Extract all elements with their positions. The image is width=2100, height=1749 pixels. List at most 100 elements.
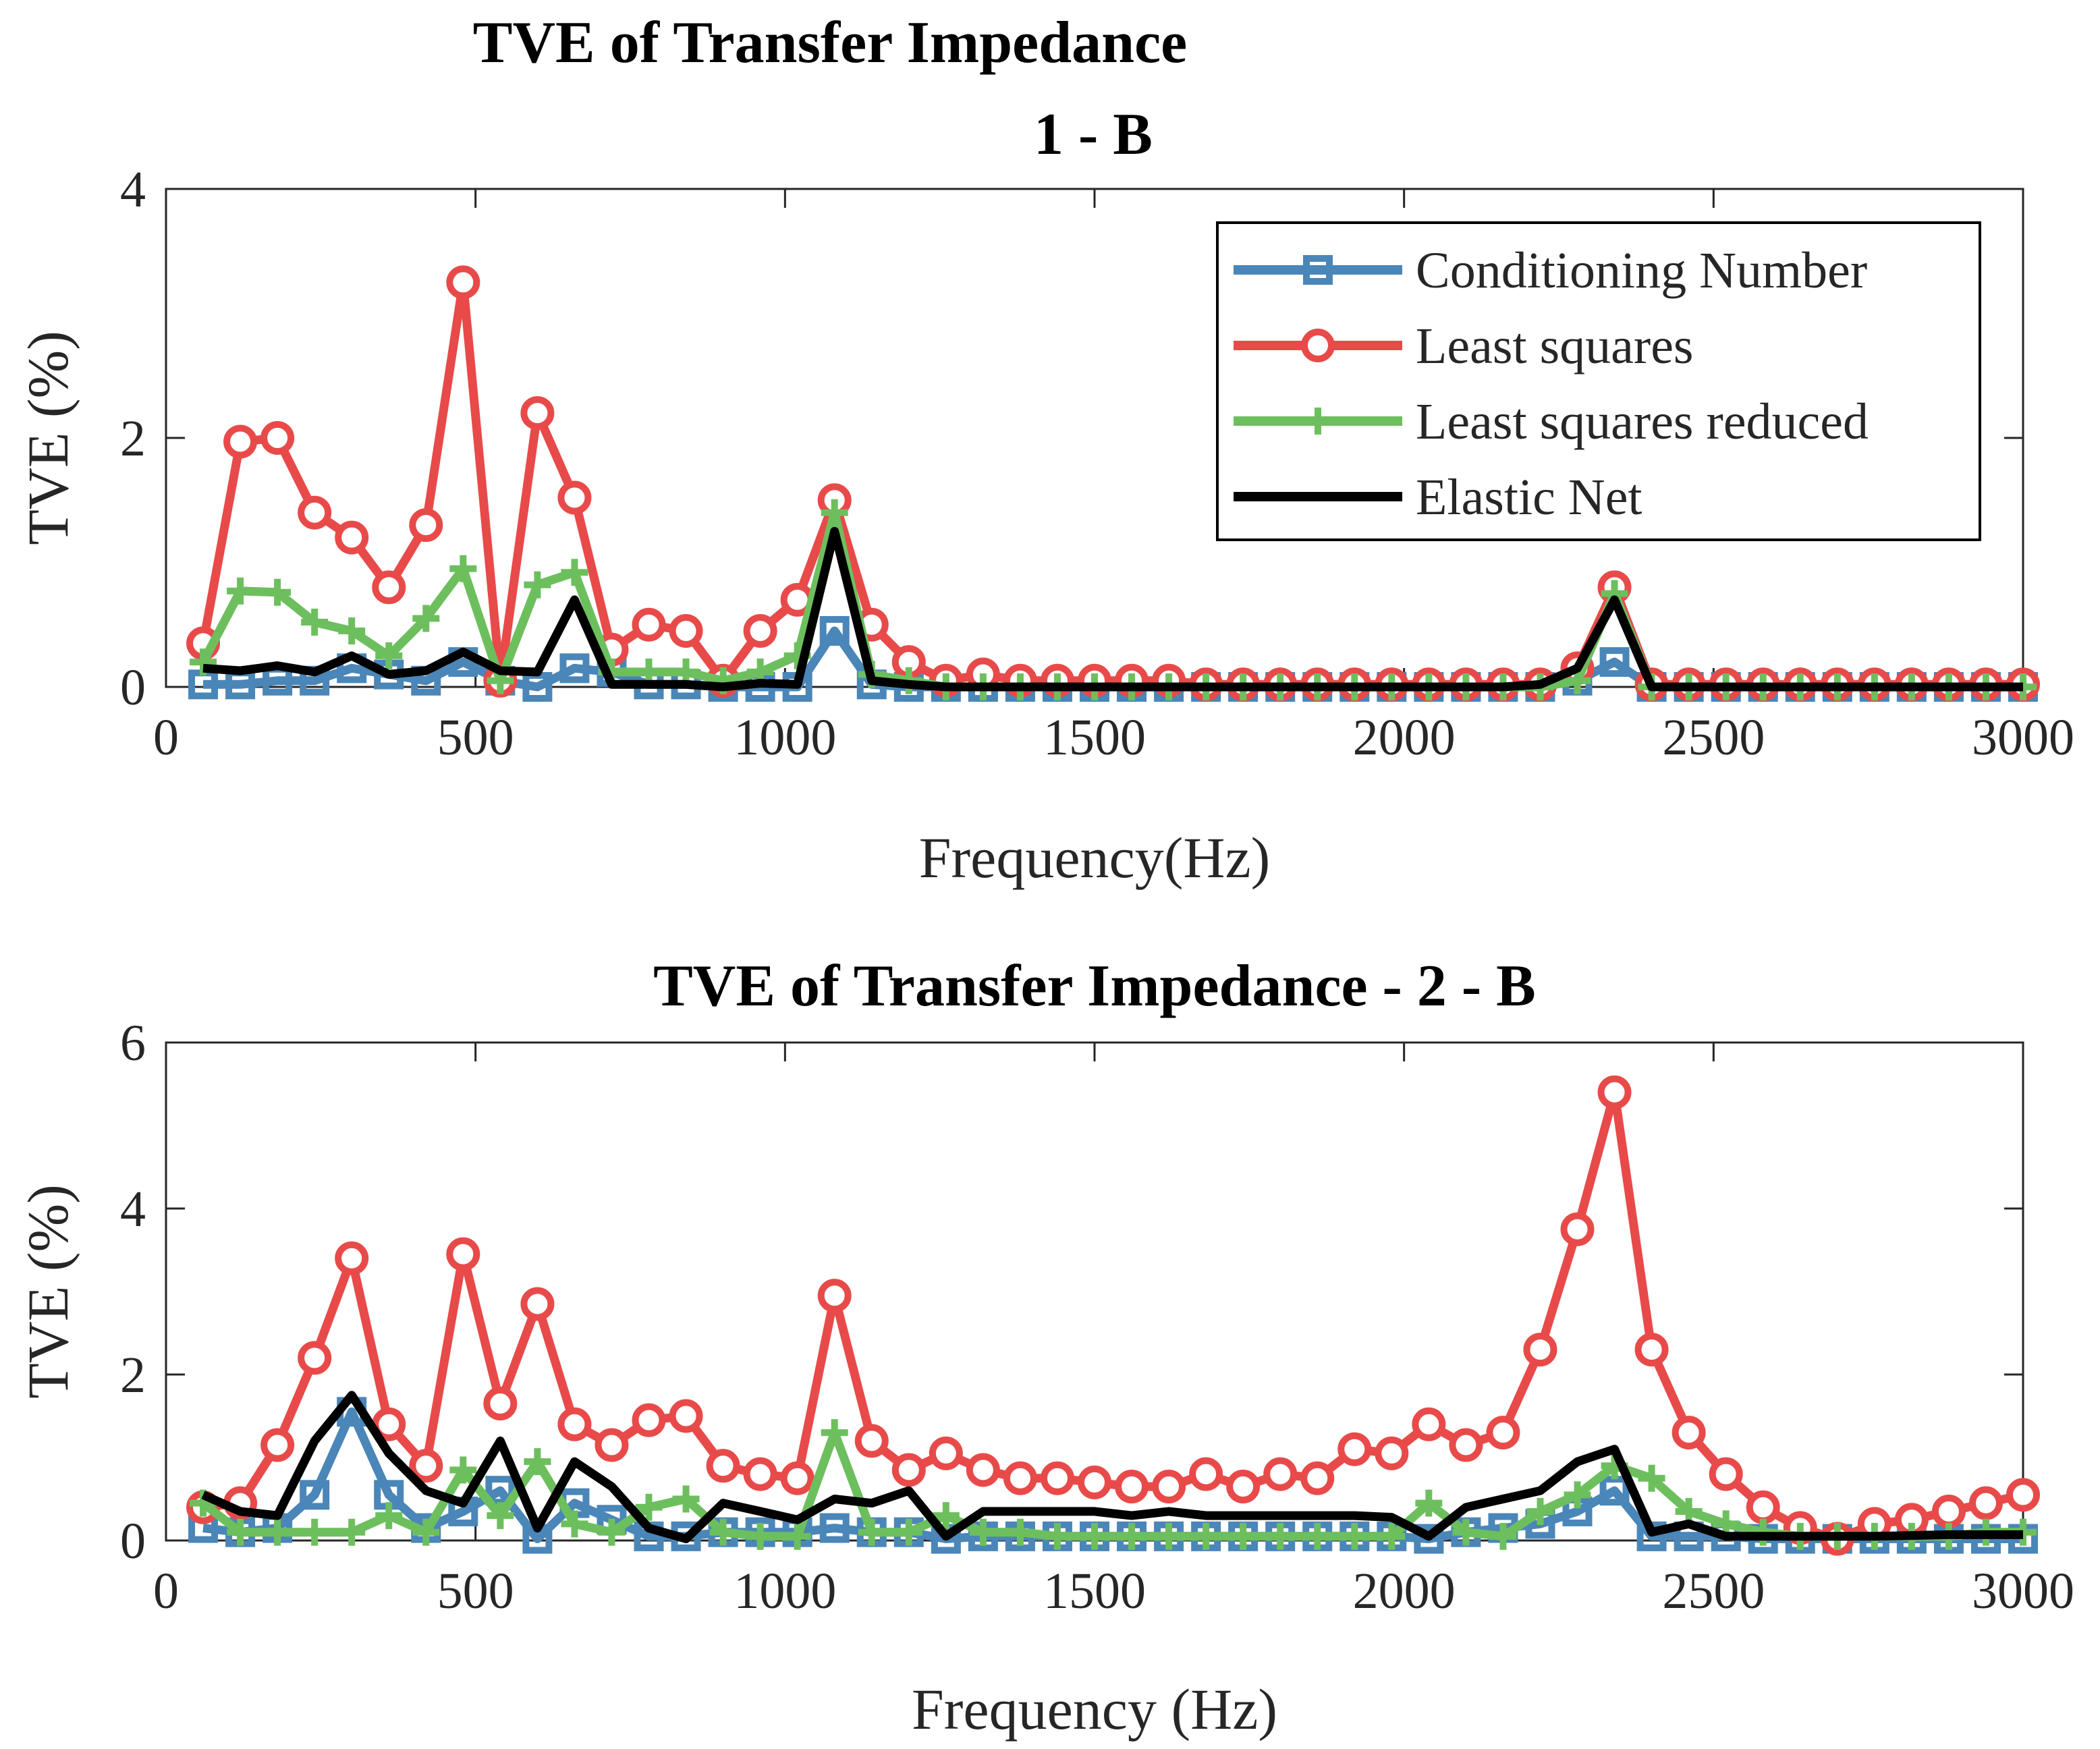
data-point [449,555,477,582]
data-point [227,577,254,605]
data-point [821,1419,848,1447]
data-point [1523,1333,1557,1367]
data-point [632,1403,666,1437]
series-least-squares [186,1075,2040,1556]
x-tick-label: 3000 [1972,709,2074,766]
data-point [1192,1522,1220,1550]
x-axis-label: Frequency (Hz) [912,1677,1277,1742]
data-point [1968,1486,2003,1520]
data-point [2006,1478,2040,1512]
data-point [409,1449,443,1483]
data-point [223,424,258,459]
y-tick-label: 4 [120,161,146,218]
series-line [202,526,2023,692]
data-point [338,1518,366,1546]
data-point [1043,1522,1071,1550]
data-point [819,615,850,646]
y-tick-label: 2 [120,410,146,467]
data-point [743,613,777,648]
data-point [1337,1432,1372,1466]
data-point [1378,1522,1406,1550]
x-tick-label: 2000 [1353,709,1456,766]
legend-entry-elastic-net: Elastic Net [1234,469,1642,526]
data-point [595,1428,629,1462]
y-axis-label: TVE (%) [16,331,80,545]
data-point [1634,1333,1669,1367]
data-point [409,508,443,543]
data-point [1526,1497,1554,1525]
x-tick-label: 2000 [1353,1563,1456,1619]
data-point [559,653,590,684]
data-point [746,1522,774,1550]
data-point [1452,1518,1480,1546]
data-point [821,499,848,526]
data-point [1638,1464,1665,1492]
data-point [260,421,295,455]
data-point [1300,1461,1335,1495]
data-point [520,396,555,431]
legend-label: Least squares reduced [1416,393,1869,450]
data-point [298,495,332,530]
data-point [1449,1428,1483,1462]
data-point [1486,1416,1520,1450]
x-tick-label: 0 [153,709,179,766]
data-point [1003,1461,1037,1495]
data-point [1189,1457,1223,1491]
data-point [1564,1481,1591,1509]
x-tick-label: 1000 [734,709,836,766]
data-point [1006,1518,1034,1546]
data-point [1709,1457,1743,1491]
data-point [1263,1457,1298,1491]
data-point [895,1518,922,1546]
data-point [854,1424,889,1458]
data-point [858,1518,885,1546]
legend-label: Elastic Net [1416,469,1642,526]
series-elastic-net [202,526,2023,692]
data-point [301,1518,329,1546]
data-point [932,1502,960,1530]
chart-title-line-2: 1 - B [1034,102,1153,167]
data-point [524,571,551,599]
data-point [298,1341,332,1375]
data-point [669,613,703,648]
data-point [446,1237,480,1271]
y-tick-label: 6 [120,1015,146,1072]
data-point [1415,1489,1443,1517]
x-tick-label: 500 [437,1563,514,1619]
data-point [1115,1470,1149,1504]
data-point [780,1461,814,1495]
data-point [412,605,440,632]
x-tick-label: 3000 [1972,1563,2074,1619]
data-point [1078,1465,1111,1499]
x-tick-label: 500 [437,709,514,766]
chart-title-line-1: TVE of Transfer Impedance [473,10,1187,76]
data-point [561,559,588,586]
data-point [1599,647,1630,677]
data-point [338,617,366,644]
data-point [1560,1212,1595,1246]
y-tick-label: 0 [120,1513,146,1570]
chart-panel-1: TVE of Transfer Impedance 1 - B 0 500 1000… [16,10,2074,890]
data-point [1304,1522,1331,1550]
data-point [301,609,329,636]
series-layer [186,1075,2040,1556]
data-point [335,1241,369,1275]
y-tick-label: 0 [120,659,146,716]
data-point [817,1279,852,1313]
data-point [1341,1522,1369,1550]
data-point [929,1436,963,1470]
data-point [1081,1522,1108,1550]
data-point [1226,1470,1261,1504]
square-marker-icon [1303,255,1333,285]
series-layer [186,265,2040,702]
data-point [487,1502,514,1530]
data-point [557,480,592,515]
x-axis-label: Frequency(Hz) [919,825,1271,890]
data-point [1375,1436,1409,1470]
series-least-squares-reduced [190,1419,2037,1550]
data-point [969,1518,997,1546]
data-point [264,578,292,606]
legend-entry-least-squares: Least squares [1234,318,1694,374]
axis-ticks: 0 500 1000 1500 2000 2500 3000 0 2 4 [120,161,2074,766]
